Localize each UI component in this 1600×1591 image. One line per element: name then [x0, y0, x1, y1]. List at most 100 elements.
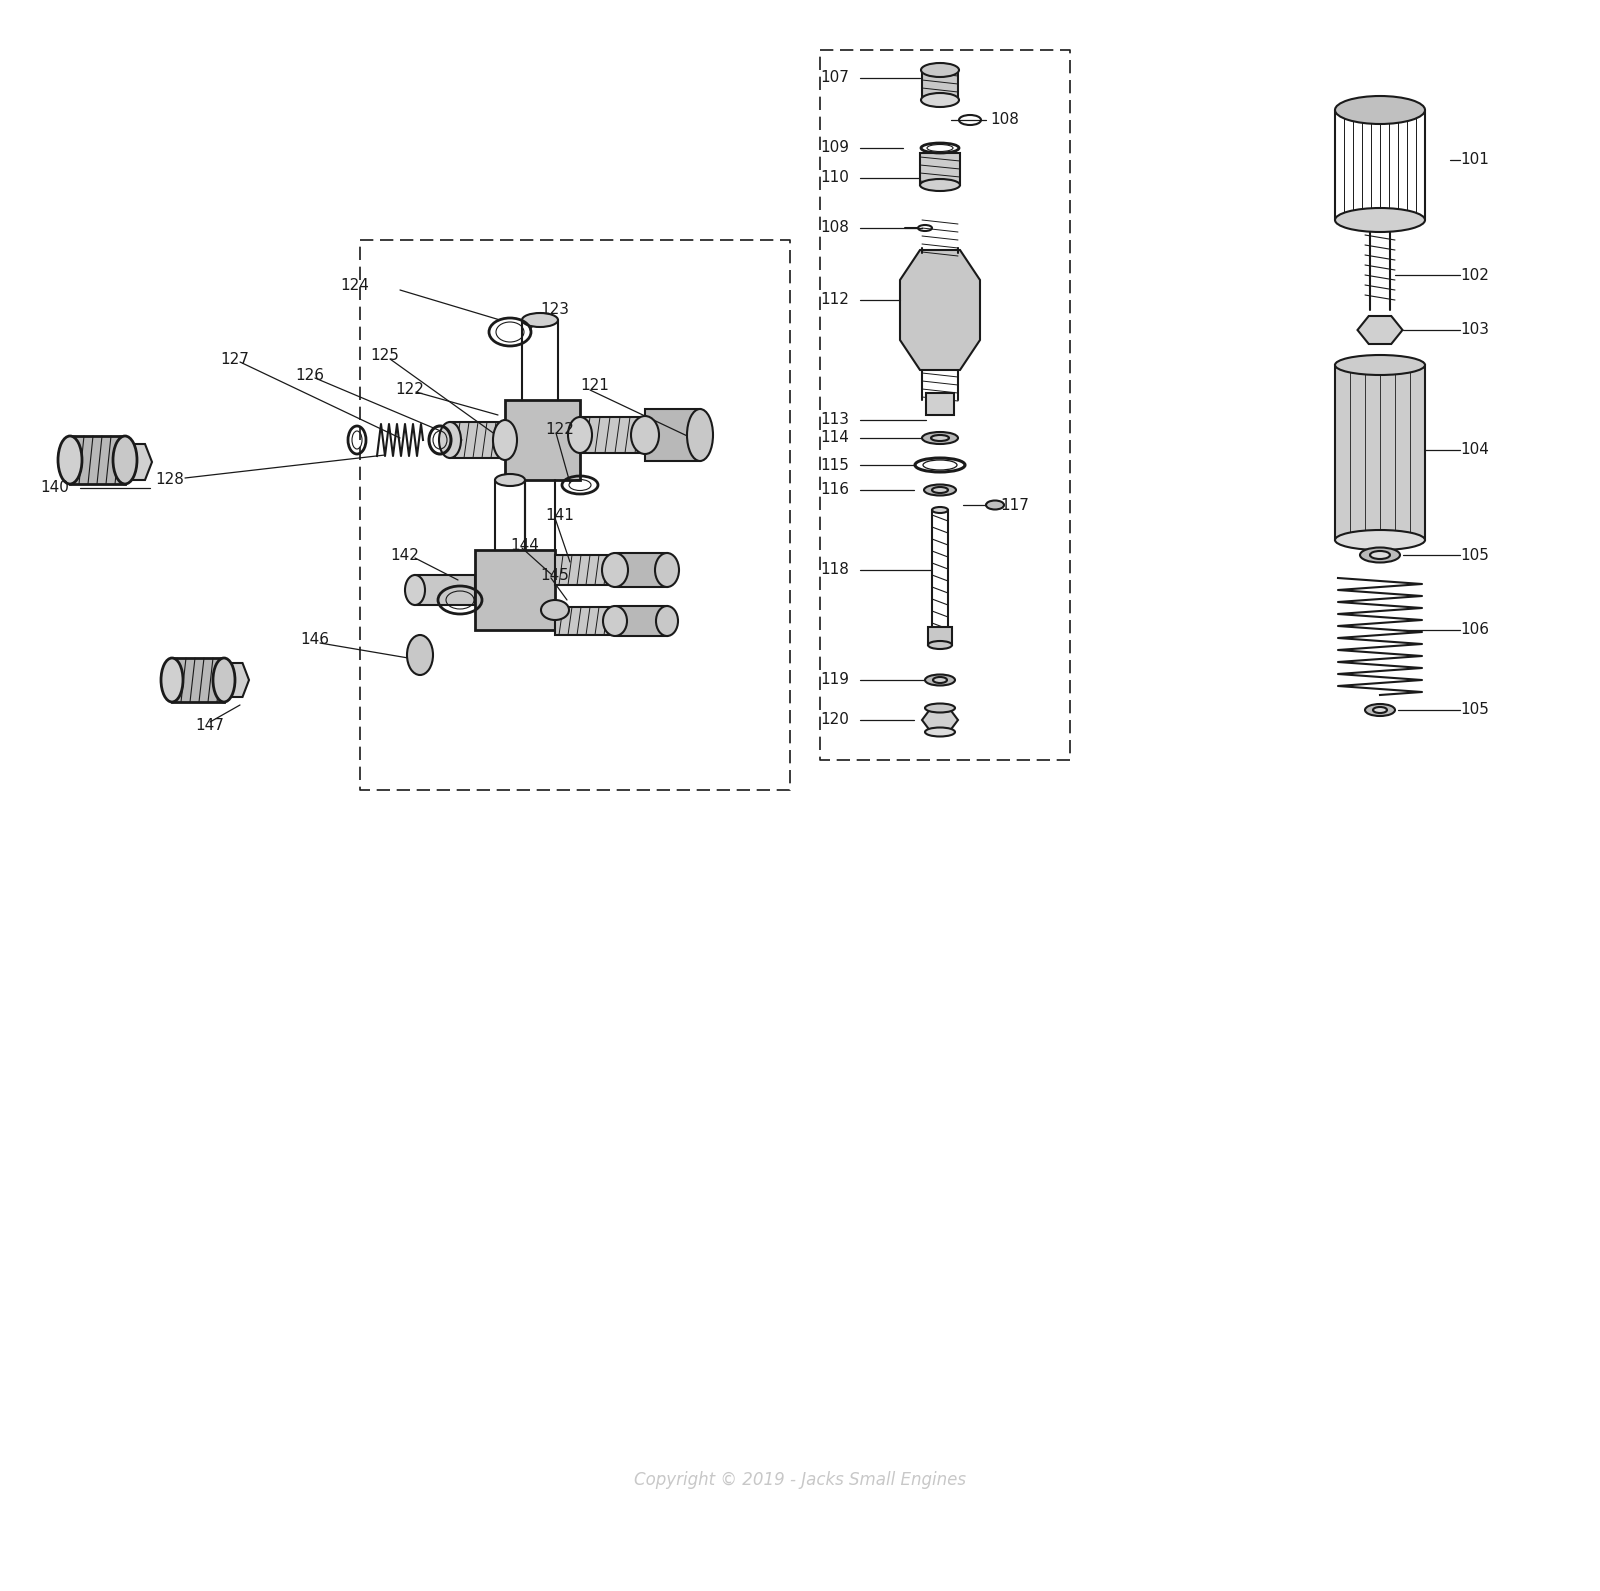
Text: 127: 127 [221, 353, 250, 368]
Ellipse shape [602, 554, 627, 587]
Text: 140: 140 [40, 480, 69, 495]
Text: 102: 102 [1459, 267, 1490, 283]
Ellipse shape [438, 422, 461, 458]
Ellipse shape [925, 675, 955, 686]
Ellipse shape [1334, 95, 1426, 124]
Text: 108: 108 [819, 221, 850, 235]
Ellipse shape [630, 415, 659, 453]
Text: 122: 122 [395, 382, 424, 398]
Ellipse shape [925, 485, 957, 495]
Polygon shape [922, 708, 958, 732]
Text: 103: 103 [1459, 323, 1490, 337]
Ellipse shape [58, 436, 82, 484]
Ellipse shape [522, 313, 558, 328]
Text: 147: 147 [195, 718, 224, 732]
Text: 123: 123 [541, 302, 570, 318]
Ellipse shape [114, 436, 138, 484]
Text: 105: 105 [1459, 547, 1490, 563]
Polygon shape [475, 550, 555, 630]
Ellipse shape [931, 487, 947, 493]
Bar [928, 627, 952, 644]
Text: 114: 114 [819, 431, 850, 445]
Text: 128: 128 [155, 473, 184, 487]
Text: 109: 109 [819, 140, 850, 156]
Ellipse shape [1334, 530, 1426, 550]
Bar [926, 393, 954, 415]
Ellipse shape [1360, 547, 1400, 563]
Text: 120: 120 [819, 713, 850, 727]
Text: 108: 108 [990, 113, 1019, 127]
Text: 107: 107 [819, 70, 850, 86]
Text: 141: 141 [546, 508, 574, 522]
Bar [618, 606, 667, 636]
Ellipse shape [931, 508, 947, 512]
Bar [922, 72, 958, 100]
Text: 117: 117 [1000, 498, 1029, 512]
Text: 125: 125 [370, 347, 398, 363]
Ellipse shape [920, 180, 960, 191]
Bar [645, 409, 701, 461]
Bar [555, 555, 614, 585]
Ellipse shape [494, 474, 525, 485]
Ellipse shape [1370, 550, 1390, 558]
Bar [70, 436, 125, 484]
Ellipse shape [1365, 703, 1395, 716]
Text: 146: 146 [301, 633, 330, 648]
Ellipse shape [922, 92, 958, 107]
Ellipse shape [922, 433, 958, 444]
Bar [450, 422, 506, 458]
Bar [618, 554, 667, 587]
Text: 126: 126 [294, 368, 323, 382]
Ellipse shape [406, 635, 434, 675]
Ellipse shape [925, 727, 955, 737]
Text: 124: 124 [339, 277, 370, 293]
Ellipse shape [1373, 706, 1387, 713]
Ellipse shape [162, 659, 182, 702]
Polygon shape [222, 663, 250, 697]
Bar [414, 574, 475, 605]
Ellipse shape [493, 420, 517, 460]
Ellipse shape [568, 417, 592, 453]
Text: 122: 122 [546, 423, 574, 438]
Ellipse shape [654, 554, 678, 587]
Ellipse shape [922, 64, 958, 76]
Ellipse shape [541, 600, 570, 620]
Text: 144: 144 [510, 538, 539, 552]
Text: 118: 118 [819, 563, 850, 578]
Bar [920, 153, 960, 185]
Polygon shape [1357, 317, 1403, 344]
Text: Copyright © 2019 - Jacks Small Engines: Copyright © 2019 - Jacks Small Engines [634, 1472, 966, 1489]
Ellipse shape [925, 703, 955, 713]
Ellipse shape [603, 606, 627, 636]
Ellipse shape [986, 501, 1005, 509]
Bar [1334, 364, 1426, 539]
Ellipse shape [931, 434, 949, 441]
Ellipse shape [213, 659, 235, 702]
Ellipse shape [405, 574, 426, 605]
Text: 121: 121 [579, 377, 610, 393]
Ellipse shape [686, 409, 714, 461]
Text: 116: 116 [819, 482, 850, 498]
Text: 106: 106 [1459, 622, 1490, 638]
Polygon shape [899, 250, 979, 371]
Bar [579, 417, 645, 453]
Text: 112: 112 [819, 293, 850, 307]
Text: 142: 142 [390, 547, 419, 563]
Text: 101: 101 [1459, 153, 1490, 167]
Text: 104: 104 [1459, 442, 1490, 458]
Text: 110: 110 [819, 170, 850, 186]
Text: 105: 105 [1459, 703, 1490, 718]
Ellipse shape [933, 678, 947, 683]
Ellipse shape [1334, 355, 1426, 375]
Ellipse shape [928, 641, 952, 649]
Text: 113: 113 [819, 412, 850, 428]
Text: 145: 145 [541, 568, 570, 582]
Bar [555, 608, 614, 635]
Text: 115: 115 [819, 458, 850, 473]
Polygon shape [506, 399, 579, 480]
Ellipse shape [1334, 208, 1426, 232]
Polygon shape [125, 444, 152, 480]
Ellipse shape [656, 606, 678, 636]
Bar [173, 659, 224, 702]
Text: 119: 119 [819, 673, 850, 687]
